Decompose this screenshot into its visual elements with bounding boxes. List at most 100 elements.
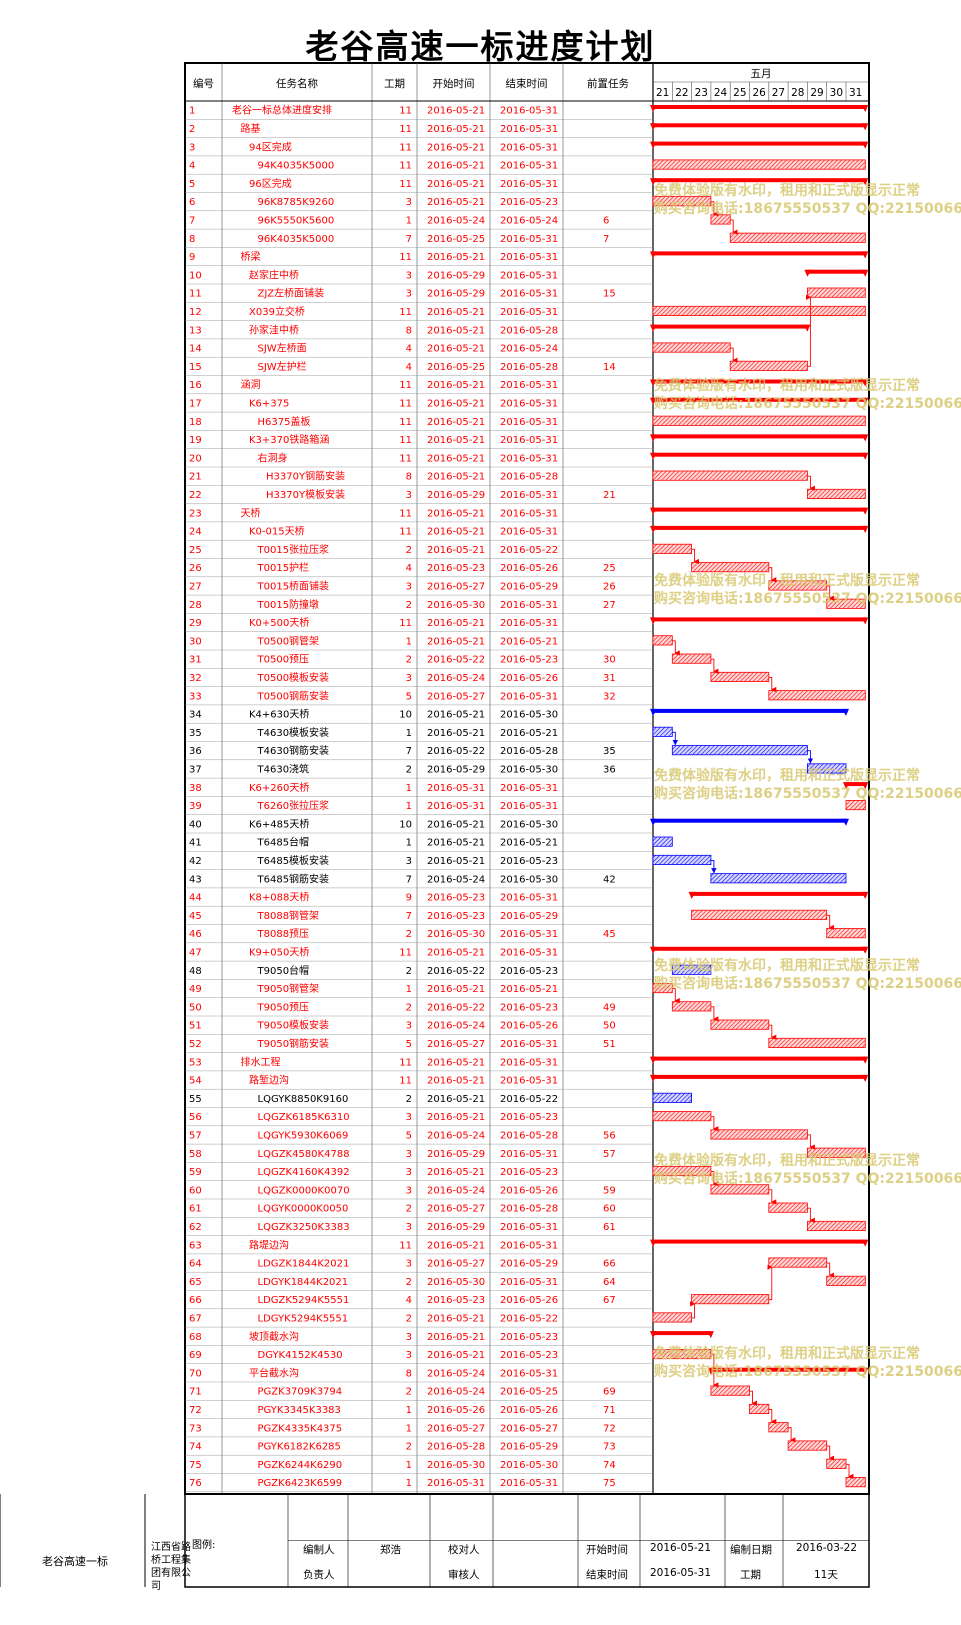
start-value: 2016-05-21 [650, 1542, 712, 1554]
table-header: 五月 21 22 23 24 25 26 27 28 29 30 31 编号 任务名称 工期 开始时间 结束时间… [193, 68, 869, 101]
summary-cap-right [861, 178, 869, 186]
task-duration: 2 [406, 929, 412, 940]
editor-label: 编制人 [303, 1544, 335, 1556]
task-id: 40 [189, 819, 202, 830]
start-label: 开始时间 [586, 1544, 628, 1556]
summary-cap-right [861, 105, 869, 112]
task-duration: 5 [406, 691, 412, 702]
company-name: 江西省路桥工程集团有限公司 [151, 1542, 191, 1592]
task-bar [710, 1385, 750, 1396]
dependency-arrow [710, 658, 719, 674]
dependency-arrow [826, 1445, 835, 1461]
task-id: 33 [189, 691, 202, 702]
summary-bar [653, 818, 846, 823]
task-end: 2016-05-31 [500, 435, 558, 446]
task-end: 2016-05-31 [500, 179, 558, 190]
task-start: 2016-05-21 [427, 161, 485, 172]
task-id: 54 [189, 1076, 202, 1087]
task-bar [652, 415, 866, 426]
task-id: 71 [189, 1387, 202, 1398]
task-duration: 11 [399, 398, 412, 409]
task-id: 75 [189, 1460, 202, 1471]
task-duration: 1 [406, 1423, 412, 1434]
task-duration: 11 [399, 124, 412, 135]
task-duration: 11 [399, 453, 412, 464]
task-end: 2016-05-23 [500, 966, 558, 977]
task-id: 43 [189, 874, 202, 885]
task-id: 35 [189, 728, 202, 739]
task-duration: 7 [406, 911, 412, 922]
task-start: 2016-05-22 [427, 966, 485, 977]
task-duration: 10 [399, 819, 412, 830]
task-id: 68 [189, 1332, 202, 1343]
task-id: 63 [189, 1240, 202, 1251]
summary-bar [653, 1056, 866, 1061]
task-predecessor: 30 [603, 655, 616, 666]
task-predecessor: 57 [603, 1149, 616, 1160]
day-label: 30 [830, 87, 843, 99]
task-bar [768, 1422, 789, 1433]
task-id: 23 [189, 508, 202, 519]
task-start: 2016-05-21 [427, 508, 485, 519]
task-bar [845, 800, 866, 811]
summary-cap-left [650, 397, 657, 405]
task-predecessor: 14 [603, 362, 616, 373]
task-duration: 1 [406, 838, 412, 849]
task-duration: 11 [399, 307, 412, 318]
task-name: LQGZK4580K4788 [258, 1149, 350, 1160]
task-predecessor: 75 [603, 1478, 616, 1489]
task-end: 2016-05-29 [500, 581, 558, 592]
task-duration: 4 [406, 362, 412, 373]
task-duration: 1 [406, 636, 412, 647]
task-duration: 7 [406, 746, 412, 757]
task-duration: 8 [406, 472, 412, 483]
task-name: 路基 [241, 122, 261, 135]
task-end: 2016-05-26 [500, 563, 558, 574]
task-predecessor: 60 [603, 1204, 616, 1215]
task-duration: 11 [399, 527, 412, 538]
task-predecessor: 15 [603, 289, 616, 300]
task-duration: 3 [406, 1149, 412, 1160]
task-start: 2016-05-21 [427, 179, 485, 190]
task-name: LDGZK5294K5551 [258, 1295, 350, 1306]
task-end: 2016-05-31 [500, 142, 558, 153]
dependency-arrow [672, 640, 680, 656]
task-name: 天桥 [241, 507, 261, 519]
task-predecessor: 51 [603, 1039, 616, 1050]
task-name: T0015张拉压浆 [257, 543, 330, 556]
dependency-arrow [768, 1189, 777, 1205]
task-name: K6+375 [249, 398, 289, 409]
summary-cap-right [861, 141, 869, 149]
dependency-arrow [846, 1463, 854, 1480]
task-bar [652, 543, 692, 554]
task-id: 46 [189, 929, 202, 940]
dependency-arrow [807, 1134, 815, 1150]
task-bar [671, 653, 712, 664]
task-id: 58 [189, 1149, 202, 1160]
task-end: 2016-05-31 [500, 490, 558, 501]
task-duration: 11 [399, 618, 412, 629]
task-duration: 3 [406, 197, 412, 208]
task-predecessor: 36 [603, 764, 616, 775]
task-start: 2016-05-22 [427, 746, 485, 757]
task-duration: 2 [406, 600, 412, 611]
task-end: 2016-05-31 [500, 618, 558, 629]
summary-cap-right [861, 617, 869, 625]
duration-label: 工期 [740, 1569, 761, 1581]
task-id: 7 [189, 215, 195, 226]
task-id: 30 [189, 636, 202, 647]
task-name: H3370Y模板安装 [266, 488, 345, 501]
task-name: T0500预压 [257, 654, 310, 666]
summary-cap-right [861, 269, 869, 277]
summary-cap-right [861, 123, 869, 131]
task-bar [826, 928, 866, 939]
task-id: 13 [189, 325, 202, 336]
task-bar [671, 745, 808, 756]
task-end: 2016-05-23 [500, 1332, 558, 1343]
task-bar [652, 159, 866, 170]
summary-cap-left [650, 178, 657, 186]
task-duration: 1 [406, 1405, 412, 1416]
day-label: 25 [733, 87, 746, 99]
task-predecessor: 71 [603, 1405, 616, 1416]
task-duration: 11 [399, 947, 412, 958]
